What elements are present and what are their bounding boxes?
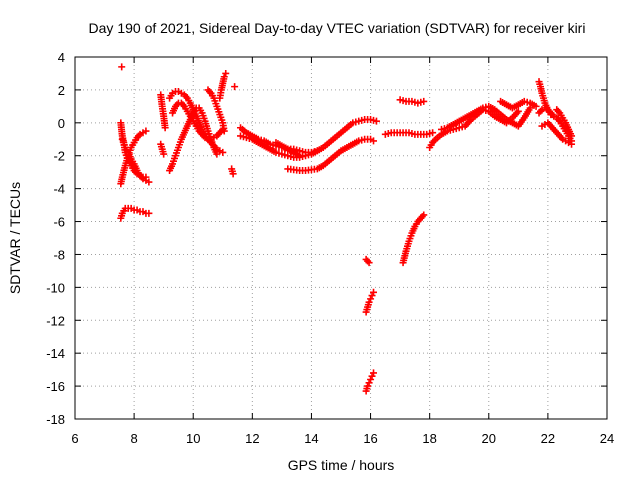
- y-axis-label: SDTVAR / TECUs: [7, 182, 23, 294]
- data-point: [364, 257, 372, 265]
- series-sat-t: [362, 255, 373, 267]
- data-point: [537, 107, 544, 115]
- series-sat-u: [362, 369, 378, 395]
- series-sat-v: [399, 211, 428, 267]
- data-point: [514, 107, 522, 115]
- series-sat-b: [118, 135, 153, 186]
- series-sat-l: [216, 69, 230, 102]
- series-sat-x: [396, 96, 428, 107]
- data-point: [368, 372, 376, 380]
- x-tick-label: 20: [482, 431, 496, 446]
- data-point: [368, 292, 376, 300]
- x-tick-label: 24: [600, 431, 614, 446]
- data-point: [160, 150, 168, 158]
- series-sat-g: [157, 140, 168, 158]
- y-tick-label: -18: [46, 412, 65, 427]
- data-point: [367, 376, 375, 384]
- y-tick-label: -14: [46, 346, 65, 361]
- data-point: [222, 69, 230, 77]
- data-point: [365, 298, 373, 306]
- series-sat-aa: [497, 97, 540, 112]
- data-point: [365, 259, 373, 267]
- y-tick-label: -2: [53, 149, 65, 164]
- data-point: [220, 73, 228, 81]
- axis-ticks: [74, 56, 608, 420]
- series-sat-n: [231, 83, 239, 91]
- data-point: [420, 211, 428, 219]
- data-point: [367, 295, 375, 303]
- y-tick-label: -16: [46, 379, 65, 394]
- x-tick-labels: 6 8 10 12 14 16 18 20 22 24: [71, 431, 614, 446]
- y-tick-label: 0: [58, 116, 65, 131]
- data-point: [364, 382, 372, 390]
- y-tick-label: -10: [46, 280, 65, 295]
- data-point: [568, 140, 576, 148]
- series-sat-ac: [535, 104, 576, 145]
- series-sat-d: [117, 204, 153, 222]
- data-point: [365, 379, 373, 387]
- data-point: [372, 117, 380, 125]
- y-tick-labels: 4 2 0 -2 -4 -6 -8 -10 -12 -14 -16 -18: [46, 50, 65, 427]
- series-sat-ae: [553, 106, 576, 140]
- series-sat-c: [117, 127, 150, 188]
- data-point: [296, 152, 304, 160]
- data-point: [420, 97, 428, 105]
- y-tick-label: 4: [58, 50, 65, 65]
- data-point: [370, 137, 378, 145]
- chart-title: Day 190 of 2021, Sidereal Day-to-day VTE…: [89, 20, 586, 36]
- x-tick-label: 8: [130, 431, 137, 446]
- data-point: [145, 209, 153, 217]
- y-tick-label: -12: [46, 313, 65, 328]
- data-point: [161, 124, 169, 132]
- series-sat-f: [157, 91, 169, 132]
- series-sat-o: [237, 116, 380, 156]
- y-tick-label: -8: [53, 247, 65, 262]
- data-point: [532, 102, 540, 110]
- x-tick-label: 12: [245, 431, 259, 446]
- x-tick-label: 14: [304, 431, 318, 446]
- data-point: [219, 148, 227, 156]
- data-point: [231, 83, 239, 91]
- x-axis-label: GPS time / hours: [288, 457, 395, 473]
- series-sat-m: [228, 165, 237, 178]
- series-sat-q: [284, 135, 378, 175]
- x-tick-label: 10: [186, 431, 200, 446]
- plot-frame: [74, 56, 608, 420]
- data-point: [145, 178, 153, 186]
- data-point: [429, 129, 437, 137]
- y-tick-label: -6: [53, 215, 65, 230]
- data-point: [118, 63, 126, 71]
- x-tick-label: 22: [541, 431, 555, 446]
- series-sat-e: [118, 63, 126, 71]
- data-point: [229, 170, 237, 178]
- series-sat-z: [437, 102, 534, 133]
- data-points: [117, 63, 576, 395]
- series-sat-ad: [538, 119, 576, 148]
- x-tick-label: 16: [363, 431, 377, 446]
- y-tick-label: -4: [53, 182, 65, 197]
- data-point: [370, 288, 378, 296]
- data-point: [142, 127, 150, 135]
- y-tick-label: 2: [58, 83, 65, 98]
- series-sat-s: [362, 288, 378, 316]
- series-sat-r: [272, 139, 304, 160]
- x-tick-label: 6: [71, 431, 78, 446]
- x-tick-label: 18: [422, 431, 436, 446]
- data-point: [220, 127, 228, 135]
- data-point: [568, 132, 576, 140]
- series-sat-k: [204, 86, 228, 135]
- data-point: [313, 147, 321, 155]
- series-sat-w: [381, 129, 437, 138]
- data-point: [370, 369, 378, 377]
